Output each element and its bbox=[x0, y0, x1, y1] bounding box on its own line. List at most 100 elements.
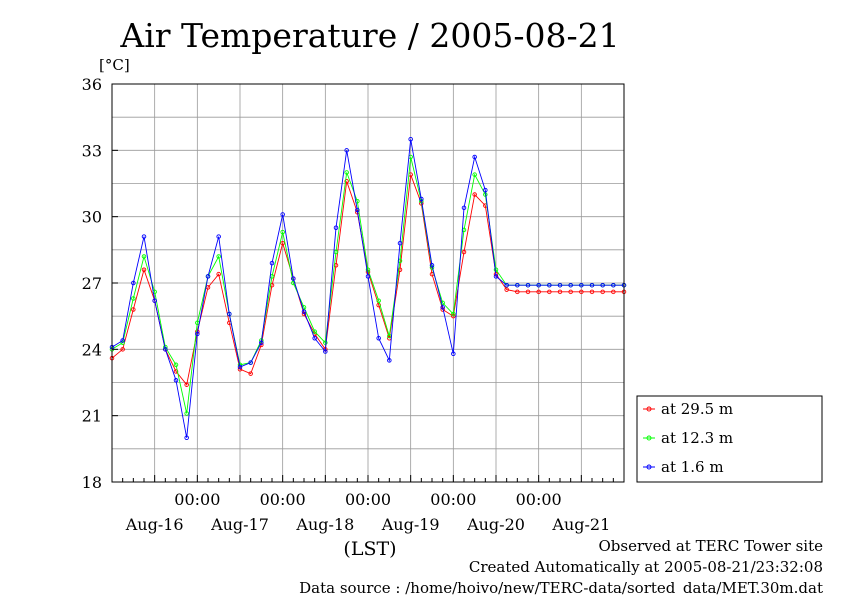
x-tick-label-time: 00:00 bbox=[260, 490, 306, 509]
data-point bbox=[611, 282, 616, 288]
data-point bbox=[579, 289, 584, 295]
data-point bbox=[248, 360, 253, 365]
y-tick-label: 24 bbox=[82, 340, 102, 359]
data-point bbox=[387, 358, 392, 363]
footer-source: Data source : /home/hoivo/new/TERC-data/… bbox=[299, 579, 823, 595]
data-point bbox=[461, 249, 467, 255]
data-point bbox=[600, 282, 605, 288]
data-point bbox=[344, 148, 349, 153]
y-axis-ticks: 18 21 24 27 30 33 36 bbox=[82, 75, 118, 492]
data-point bbox=[493, 274, 499, 279]
data-point bbox=[141, 254, 147, 259]
data-point bbox=[525, 289, 531, 295]
data-point bbox=[419, 196, 424, 202]
data-point bbox=[205, 274, 211, 279]
data-point bbox=[333, 225, 339, 230]
x-tick-label-time: 00:00 bbox=[174, 490, 220, 509]
data-point bbox=[600, 289, 605, 295]
data-point bbox=[429, 263, 435, 268]
y-tick-label: 30 bbox=[82, 208, 102, 227]
data-point bbox=[547, 282, 552, 288]
data-point bbox=[365, 274, 371, 279]
data-point bbox=[141, 234, 147, 239]
data-point bbox=[216, 254, 221, 259]
data-point bbox=[269, 260, 275, 266]
data-point bbox=[451, 351, 456, 357]
data-point bbox=[408, 137, 413, 142]
data-point bbox=[536, 289, 541, 295]
y-tick-label: 21 bbox=[82, 407, 102, 426]
legend-swatch-marker bbox=[646, 435, 652, 441]
legend-frame bbox=[636, 395, 823, 483]
x-tick-label-day: Aug-17 bbox=[210, 515, 269, 534]
data-point bbox=[259, 340, 264, 345]
chart-title: Air Temperature / 2005-08-21 bbox=[119, 16, 619, 55]
y-tick-label: 18 bbox=[82, 473, 102, 492]
data-point bbox=[184, 435, 189, 441]
data-point bbox=[291, 276, 296, 281]
x-tick-label-day: Aug-21 bbox=[551, 515, 610, 534]
data-point bbox=[344, 170, 349, 175]
x-axis-label: (LST) bbox=[343, 538, 396, 560]
x-tick-label-day: Aug-18 bbox=[295, 515, 354, 534]
x-tick-label-time: 00:00 bbox=[430, 490, 476, 509]
x-tick-label-day: Aug-19 bbox=[381, 515, 440, 534]
data-point bbox=[440, 300, 445, 306]
data-point bbox=[504, 282, 509, 288]
data-point bbox=[163, 347, 168, 352]
legend: at 29.5 m at 12.3 m at 1.6 m bbox=[636, 395, 823, 483]
data-point bbox=[611, 289, 616, 295]
legend-label: at 12.3 m bbox=[661, 429, 733, 447]
data-point bbox=[589, 289, 595, 295]
data-point bbox=[131, 280, 136, 286]
data-point bbox=[173, 362, 179, 368]
footer-created: Created Automatically at 2005-08-21/23:3… bbox=[469, 558, 823, 576]
x-tick-label-time: 00:00 bbox=[516, 490, 562, 509]
data-point bbox=[568, 289, 573, 295]
x-tick-label-time: 00:00 bbox=[345, 490, 391, 509]
data-point bbox=[344, 179, 349, 184]
data-point bbox=[483, 187, 488, 193]
grid-lines bbox=[112, 84, 624, 482]
data-point bbox=[131, 296, 136, 301]
data-point bbox=[312, 336, 317, 341]
legend-label: at 1.6 m bbox=[661, 458, 724, 476]
data-point bbox=[280, 229, 285, 235]
data-point bbox=[589, 282, 595, 288]
data-point bbox=[184, 411, 189, 416]
data-point bbox=[355, 207, 360, 213]
y-axis-unit-label: [°C] bbox=[99, 56, 130, 74]
data-point bbox=[397, 240, 403, 246]
data-point bbox=[216, 234, 221, 239]
data-point bbox=[141, 267, 147, 272]
data-point bbox=[131, 307, 136, 312]
legend-swatch-marker bbox=[646, 464, 652, 470]
data-point bbox=[536, 282, 541, 288]
data-point bbox=[504, 287, 509, 292]
data-point bbox=[152, 298, 157, 303]
x-tick-label-day: Aug-20 bbox=[466, 515, 525, 534]
data-point bbox=[376, 298, 381, 303]
data-point bbox=[248, 371, 253, 376]
data-point bbox=[184, 382, 189, 387]
legend-swatch-marker bbox=[646, 406, 652, 412]
data-point bbox=[120, 347, 125, 352]
data-point bbox=[579, 282, 584, 288]
data-point bbox=[440, 305, 445, 310]
data-point bbox=[237, 364, 243, 370]
x-axis-ticks: 00:00 00:00 00:00 00:00 00:00 Aug-16 Aug-17 Aug… bbox=[122, 475, 614, 534]
data-point bbox=[557, 282, 563, 288]
data-point bbox=[451, 311, 456, 317]
data-point bbox=[472, 154, 477, 160]
data-point bbox=[120, 338, 125, 343]
data-point bbox=[280, 240, 285, 246]
data-point bbox=[515, 282, 520, 288]
data-point bbox=[515, 289, 520, 295]
y-tick-label: 27 bbox=[82, 274, 102, 293]
data-point bbox=[493, 267, 499, 272]
data-point bbox=[323, 349, 328, 354]
data-point bbox=[323, 340, 328, 345]
footer-observed: Observed at TERC Tower site bbox=[598, 537, 823, 555]
data-point bbox=[557, 289, 563, 295]
